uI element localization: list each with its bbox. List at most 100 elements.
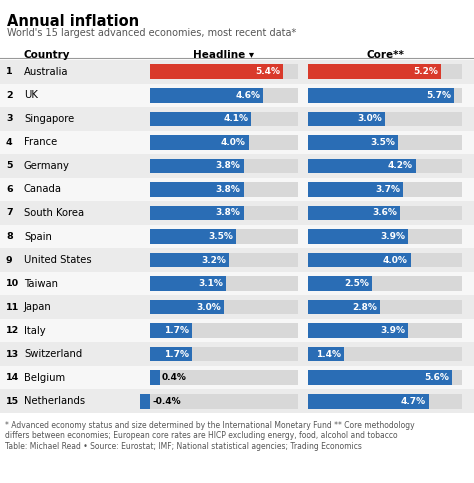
Text: * Advanced economy status and size determined by the International Monetary Fund: * Advanced economy status and size deter…: [5, 421, 415, 430]
Bar: [308, 135, 462, 150]
Bar: [150, 300, 298, 314]
Text: Headline ▾: Headline ▾: [193, 50, 255, 60]
Bar: [308, 347, 344, 361]
Bar: [308, 276, 372, 291]
Bar: [150, 276, 227, 291]
Bar: [308, 394, 462, 409]
Bar: [0, 295, 474, 319]
Text: South Korea: South Korea: [24, 208, 84, 218]
Text: Australia: Australia: [24, 67, 69, 77]
Bar: [308, 300, 380, 314]
Text: 3.5%: 3.5%: [209, 232, 233, 241]
Text: 3.0%: 3.0%: [357, 114, 382, 123]
Text: Germany: Germany: [24, 161, 70, 171]
Text: 10: 10: [6, 279, 19, 288]
Text: 3.5%: 3.5%: [370, 138, 395, 147]
Text: 3.8%: 3.8%: [216, 209, 241, 217]
Bar: [150, 206, 298, 220]
Bar: [140, 394, 150, 409]
Text: Italy: Italy: [24, 326, 46, 336]
Bar: [308, 112, 385, 126]
Bar: [0, 342, 474, 366]
Bar: [150, 300, 224, 314]
Text: 4.1%: 4.1%: [223, 114, 248, 123]
Bar: [150, 347, 192, 361]
Text: differs between economies; European core rates are HICP excluding energy, food, : differs between economies; European core…: [5, 431, 398, 440]
Text: 5.7%: 5.7%: [426, 91, 451, 100]
Bar: [308, 370, 452, 385]
Text: 13: 13: [6, 350, 19, 359]
Text: 3.7%: 3.7%: [375, 185, 400, 194]
Bar: [0, 154, 474, 178]
Text: 3.1%: 3.1%: [199, 279, 223, 288]
Text: 4.6%: 4.6%: [236, 91, 261, 100]
Bar: [308, 64, 462, 79]
Bar: [150, 158, 244, 173]
Text: 3.6%: 3.6%: [373, 209, 397, 217]
Bar: [150, 112, 298, 126]
Text: 4: 4: [6, 138, 13, 147]
Text: 2.8%: 2.8%: [352, 303, 377, 312]
Bar: [150, 229, 298, 244]
Bar: [150, 229, 237, 244]
Bar: [308, 323, 408, 338]
Text: France: France: [24, 137, 57, 147]
Bar: [0, 84, 474, 107]
Text: 3.2%: 3.2%: [201, 256, 226, 265]
Text: United States: United States: [24, 255, 91, 265]
Text: 5.2%: 5.2%: [414, 67, 438, 76]
Text: 9: 9: [6, 256, 13, 265]
Bar: [308, 182, 462, 197]
Bar: [308, 323, 462, 338]
Bar: [308, 253, 410, 267]
Text: Taiwan: Taiwan: [24, 279, 58, 288]
Text: 3: 3: [6, 114, 12, 123]
Text: 4.0%: 4.0%: [221, 138, 246, 147]
Bar: [0, 272, 474, 295]
Text: -0.4%: -0.4%: [153, 397, 182, 406]
Text: 1.7%: 1.7%: [164, 326, 189, 335]
Text: 5.6%: 5.6%: [424, 373, 449, 382]
Text: Core**: Core**: [366, 50, 404, 60]
Text: 1.7%: 1.7%: [164, 350, 189, 359]
Text: 4.0%: 4.0%: [383, 256, 408, 265]
Text: Table: Michael Read • Source: Eurostat; IMF; National statistical agencies; Trad: Table: Michael Read • Source: Eurostat; …: [5, 442, 362, 451]
Bar: [0, 225, 474, 248]
Bar: [308, 394, 428, 409]
Bar: [150, 253, 229, 267]
Bar: [150, 112, 251, 126]
Bar: [0, 107, 474, 130]
Bar: [150, 370, 298, 385]
Bar: [308, 158, 416, 173]
Bar: [150, 370, 160, 385]
Bar: [150, 135, 249, 150]
Bar: [308, 253, 462, 267]
Text: 4.2%: 4.2%: [388, 161, 413, 170]
Bar: [0, 178, 474, 201]
Bar: [0, 248, 474, 272]
Bar: [308, 229, 408, 244]
Bar: [308, 158, 462, 173]
Text: UK: UK: [24, 90, 38, 100]
Text: 5.4%: 5.4%: [255, 67, 280, 76]
Bar: [150, 253, 298, 267]
Text: 1: 1: [6, 67, 13, 76]
Text: 0.4%: 0.4%: [162, 373, 187, 382]
Bar: [150, 64, 298, 79]
Bar: [0, 60, 474, 84]
Text: 3.9%: 3.9%: [380, 326, 405, 335]
Text: Netherlands: Netherlands: [24, 396, 85, 406]
Bar: [150, 158, 298, 173]
Text: 3.0%: 3.0%: [196, 303, 221, 312]
Text: 14: 14: [6, 373, 19, 382]
Text: 15: 15: [6, 397, 19, 406]
Text: 1.4%: 1.4%: [316, 350, 341, 359]
Bar: [308, 88, 462, 102]
Bar: [0, 130, 474, 154]
Bar: [150, 88, 298, 102]
Text: 2: 2: [6, 91, 13, 100]
Text: 3.8%: 3.8%: [216, 185, 241, 194]
Text: 4.7%: 4.7%: [401, 397, 426, 406]
Bar: [308, 182, 403, 197]
Bar: [0, 389, 474, 413]
